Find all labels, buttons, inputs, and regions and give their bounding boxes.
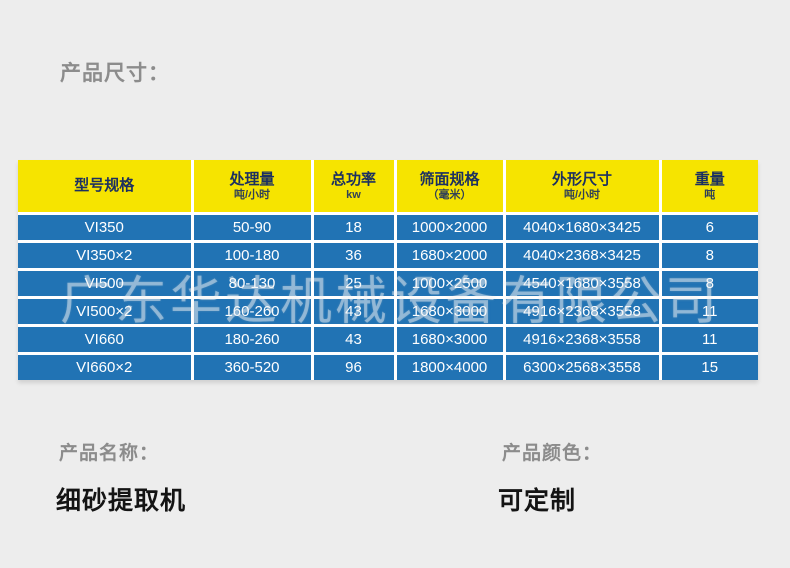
table-cell: 1800×4000 bbox=[395, 353, 506, 380]
product-name-value: 细砂提取机 bbox=[56, 487, 187, 515]
table-cell: 50-90 bbox=[192, 213, 314, 243]
header-cell-capacity: 处理量 吨/小时 bbox=[192, 160, 314, 215]
header-sublabel: 吨/小时 bbox=[563, 188, 601, 201]
table-cell: 8 bbox=[660, 241, 758, 271]
spec-table: 型号规格 处理量 吨/小时 总功率 kw 筛面规格 （毫米） 外形尺寸 吨/小时 bbox=[18, 160, 758, 380]
table-cell: 1680×2000 bbox=[395, 241, 506, 271]
page-title: 产品尺寸： bbox=[60, 62, 170, 85]
table-cell: 43 bbox=[312, 297, 397, 327]
table-cell: 11 bbox=[660, 297, 758, 327]
table-cell: 1000×2000 bbox=[395, 213, 506, 243]
product-name-label: 产品名称： bbox=[59, 443, 160, 464]
table-row: VI350×2 100-180 36 1680×2000 4040×2368×3425 8 bbox=[18, 241, 758, 271]
table-row: VI660 180-260 43 1680×3000 4916×2368×3558 11 bbox=[18, 325, 758, 355]
header-cell-power: 总功率 kw bbox=[312, 160, 397, 215]
header-sublabel: （毫米） bbox=[427, 188, 472, 201]
header-cell-model: 型号规格 bbox=[18, 160, 194, 215]
header-sublabel: kw bbox=[346, 188, 361, 201]
table-cell: 80-130 bbox=[192, 269, 314, 299]
header-label: 处理量 bbox=[229, 170, 275, 188]
header-sublabel: 吨/小时 bbox=[233, 188, 271, 201]
header-cell-screen: 筛面规格 （毫米） bbox=[395, 160, 506, 215]
table-cell: 160-260 bbox=[192, 297, 314, 327]
table-cell: 4540×1680×3558 bbox=[504, 269, 662, 299]
table-cell: 6300×2568×3558 bbox=[504, 353, 662, 380]
table-cell: 4916×2368×3558 bbox=[504, 297, 662, 327]
table-cell: 4040×2368×3425 bbox=[504, 241, 662, 271]
table-cell: 96 bbox=[312, 353, 397, 380]
table-cell: 180-260 bbox=[192, 325, 314, 355]
table-cell: VI500×2 bbox=[18, 297, 194, 327]
table-cell: 100-180 bbox=[192, 241, 314, 271]
table-cell: 11 bbox=[660, 325, 758, 355]
header-sublabel: 吨 bbox=[704, 188, 716, 201]
table-cell: 8 bbox=[660, 269, 758, 299]
header-label: 重量 bbox=[694, 170, 725, 188]
table-cell: 4040×1680×3425 bbox=[504, 213, 662, 243]
header-label: 筛面规格 bbox=[419, 170, 480, 188]
header-cell-dimensions: 外形尺寸 吨/小时 bbox=[504, 160, 662, 215]
product-color-label: 产品颜色： bbox=[502, 443, 603, 464]
table-cell: VI500 bbox=[18, 269, 194, 299]
table-cell: VI660×2 bbox=[18, 353, 194, 380]
table-cell: 36 bbox=[312, 241, 397, 271]
product-color-value: 可定制 bbox=[498, 487, 577, 515]
table-cell: 6 bbox=[660, 213, 758, 243]
table-cell: 18 bbox=[312, 213, 397, 243]
table-row: VI500 80-130 25 1000×2500 4540×1680×3558 8 bbox=[18, 269, 758, 299]
table-row: VI660×2 360-520 96 1800×4000 6300×2568×3558 1… bbox=[18, 353, 758, 380]
header-cell-weight: 重量 吨 bbox=[660, 160, 758, 215]
header-label: 型号规格 bbox=[74, 177, 135, 194]
table-cell: VI350×2 bbox=[18, 241, 194, 271]
table-cell: 1680×3000 bbox=[395, 325, 506, 355]
table-row: VI350 50-90 18 1000×2000 4040×1680×3425 6 bbox=[18, 213, 758, 243]
header-label: 外形尺寸 bbox=[551, 170, 612, 188]
table-cell: 1000×2500 bbox=[395, 269, 506, 299]
table-cell: VI350 bbox=[18, 213, 194, 243]
table-row: VI500×2 160-260 43 1680×3000 4916×2368×3558 1… bbox=[18, 297, 758, 327]
table-cell: 25 bbox=[312, 269, 397, 299]
table-cell: 4916×2368×3558 bbox=[504, 325, 662, 355]
table-cell: 1680×3000 bbox=[395, 297, 506, 327]
header-label: 总功率 bbox=[330, 170, 376, 188]
table-cell: 43 bbox=[312, 325, 397, 355]
table-cell: 15 bbox=[660, 353, 758, 380]
table-header-row: 型号规格 处理量 吨/小时 总功率 kw 筛面规格 （毫米） 外形尺寸 吨/小时 bbox=[18, 160, 758, 215]
table-cell: VI660 bbox=[18, 325, 194, 355]
table-cell: 360-520 bbox=[192, 353, 314, 380]
